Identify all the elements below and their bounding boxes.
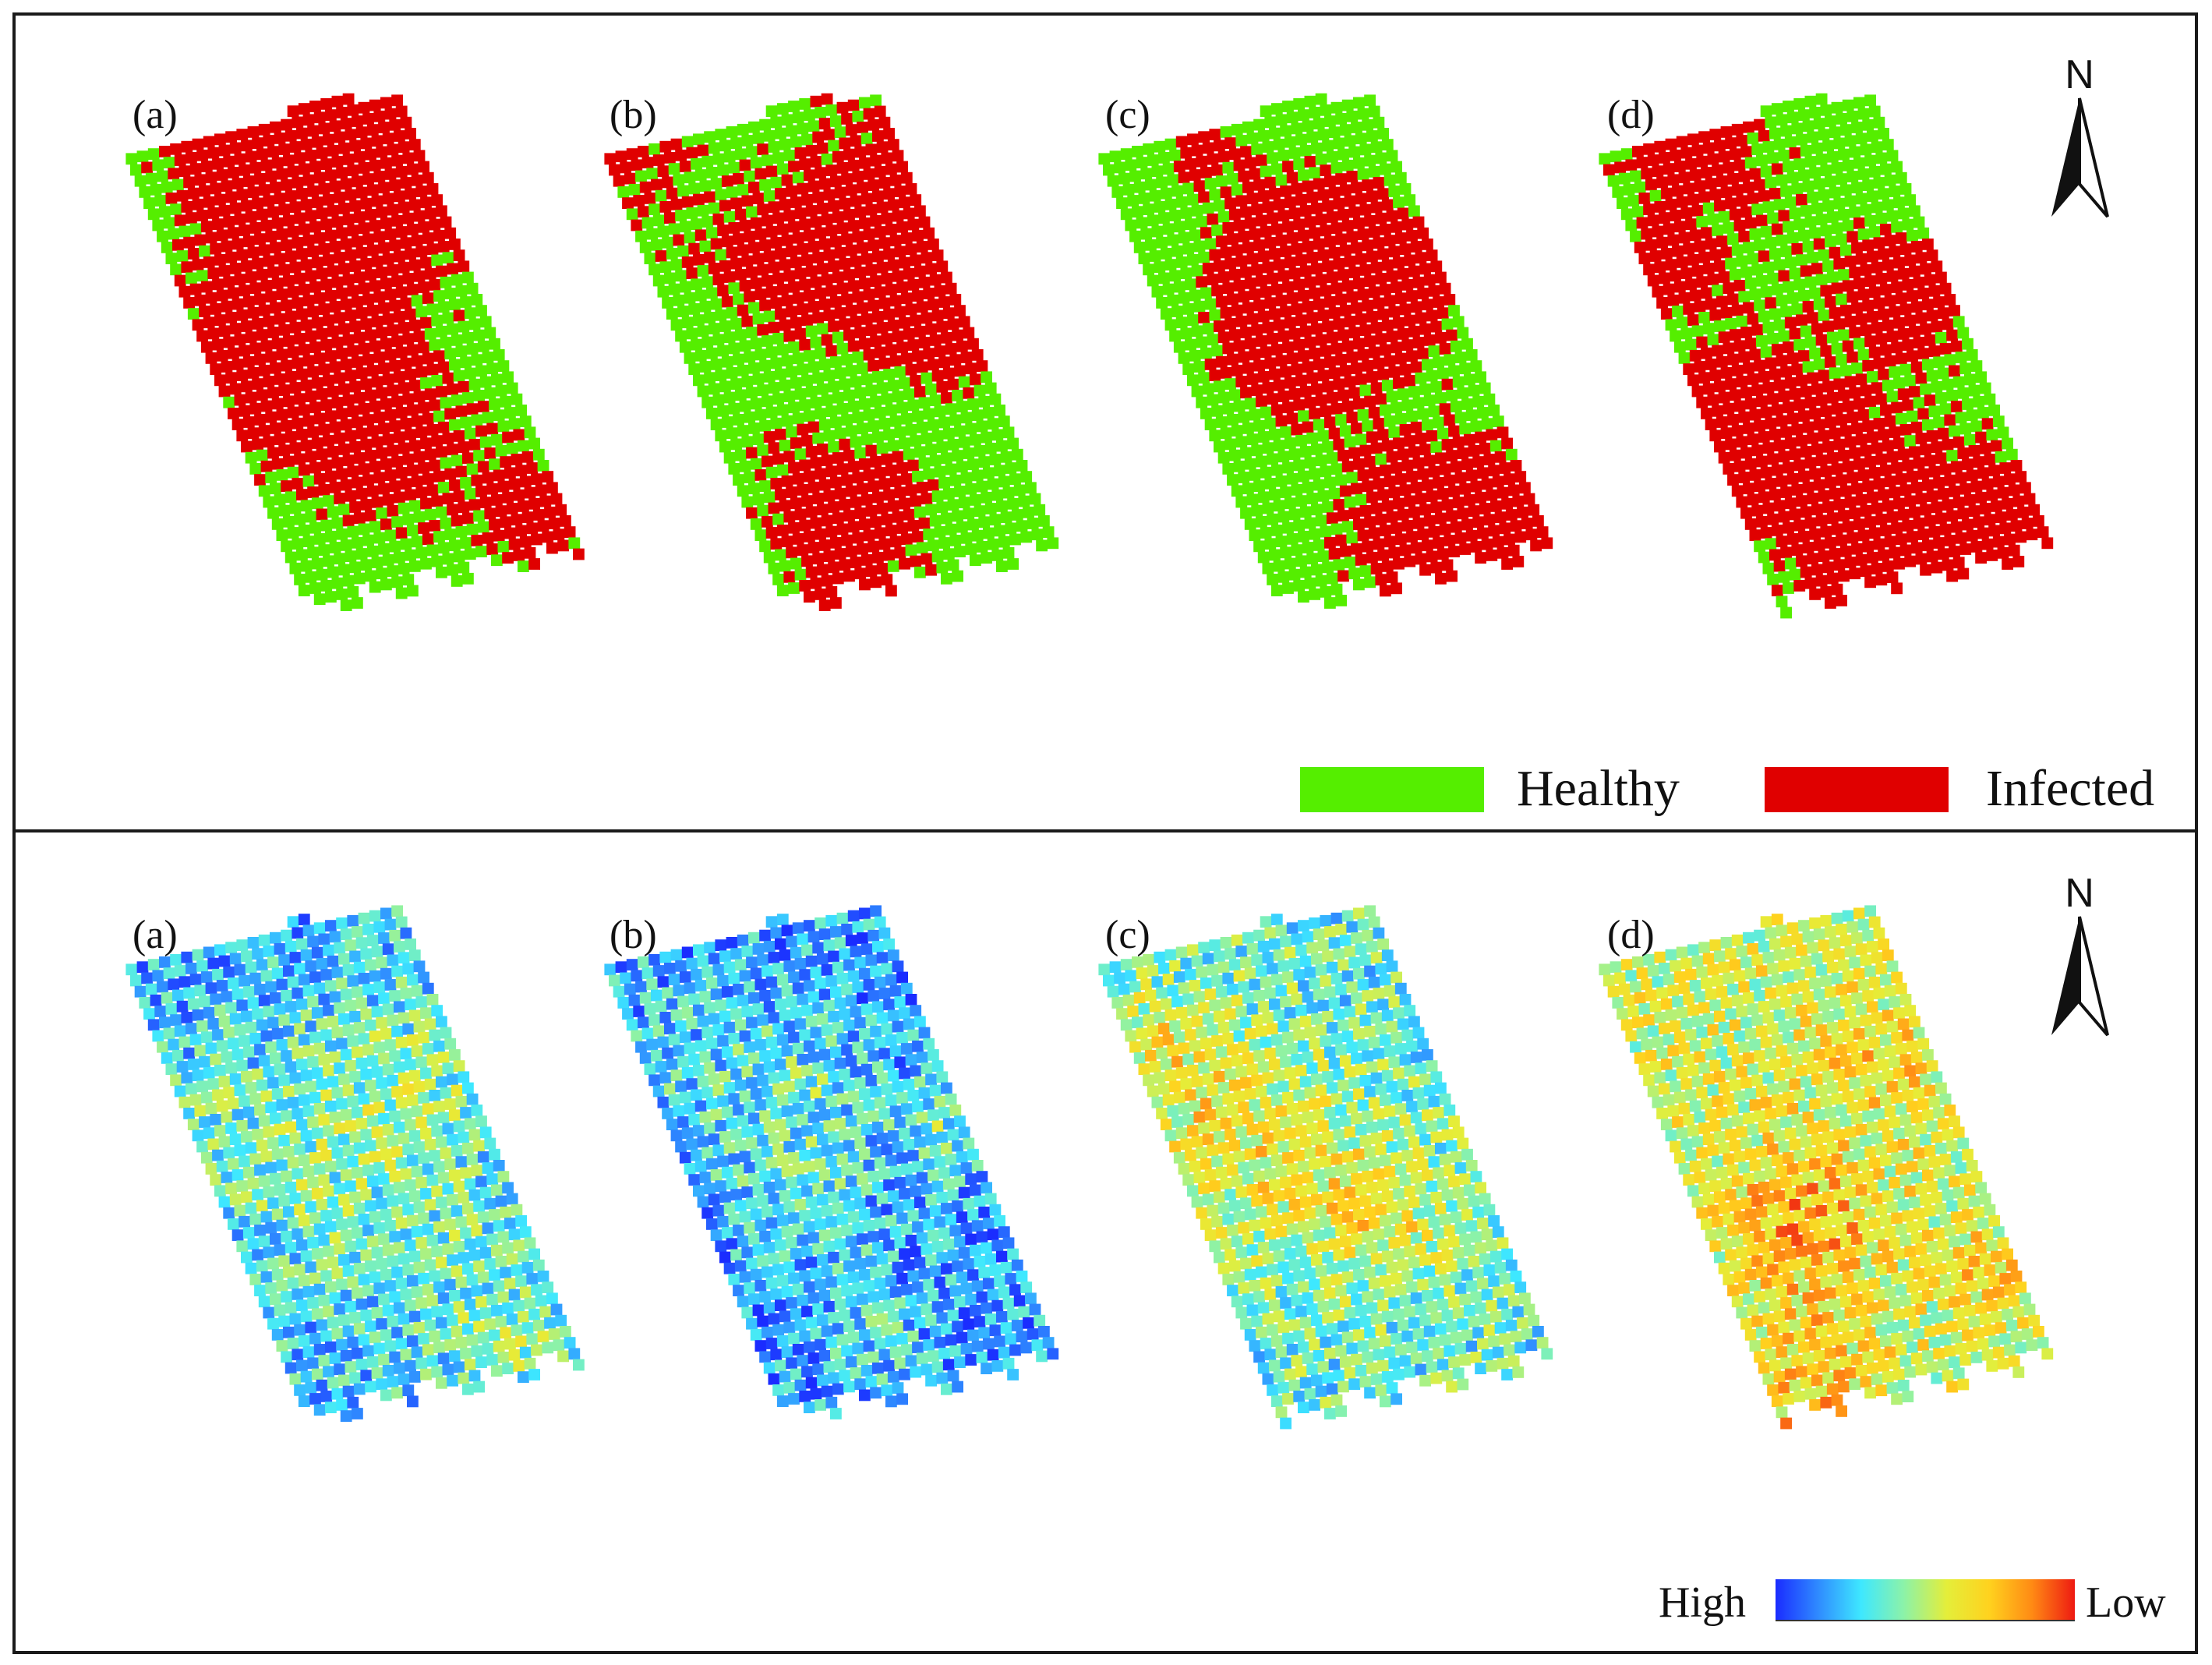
legend-healthy-swatch xyxy=(1300,767,1484,812)
bottom-map-a-label: (a) xyxy=(133,913,178,957)
colorbar xyxy=(1776,1579,2075,1621)
north-arrow-bottom-icon xyxy=(2051,916,2109,1037)
legend-infected-swatch xyxy=(1765,767,1949,812)
colorbar-low-label: Low xyxy=(2086,1578,2166,1627)
top-map-d-label: (d) xyxy=(1607,93,1655,137)
classified-map-a xyxy=(125,93,585,611)
colorbar-high-label: High xyxy=(1659,1578,1746,1627)
north-label-bottom: N xyxy=(2065,871,2094,916)
north-arrow-top: N xyxy=(2041,51,2118,223)
north-arrow-bottom: N xyxy=(2041,870,2118,1041)
bottom-map-b-label: (b) xyxy=(610,913,657,957)
bottom-panel-frame xyxy=(12,829,2198,1654)
north-label: N xyxy=(2065,52,2094,97)
top-map-a-label: (a) xyxy=(133,93,178,137)
bottom-map-d-label: (d) xyxy=(1607,913,1655,957)
legend-infected-label: Infected xyxy=(1986,760,2155,817)
index-map-a xyxy=(125,905,585,1422)
index-map-b xyxy=(604,905,1059,1419)
top-map-b-label: (b) xyxy=(610,93,657,137)
north-arrow-icon xyxy=(2051,97,2109,218)
top-map-c-label: (c) xyxy=(1105,93,1150,137)
classified-map-b xyxy=(604,93,1059,611)
index-map-c xyxy=(1098,905,1553,1430)
bottom-map-c-label: (c) xyxy=(1105,913,1150,957)
index-map-d xyxy=(1599,905,2054,1430)
classified-map-d xyxy=(1599,93,2054,619)
classified-map-c xyxy=(1098,93,1553,609)
legend-healthy-label: Healthy xyxy=(1517,760,1680,817)
